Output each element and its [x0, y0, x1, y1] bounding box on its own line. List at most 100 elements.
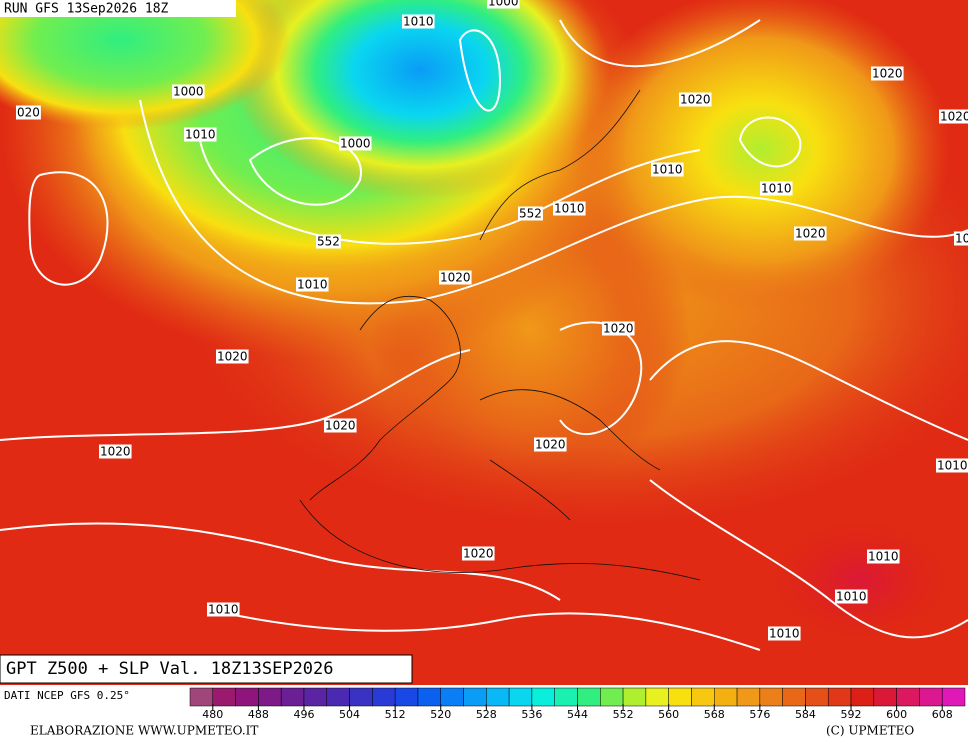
label-box — [402, 14, 435, 29]
colorbar-swatch — [303, 687, 328, 707]
colorbar-swatch — [417, 687, 441, 707]
isobar-label: 552 — [519, 207, 542, 221]
isobar-label: 1020 — [440, 271, 471, 285]
label-box — [936, 458, 968, 473]
isobar-label: 1010 — [297, 278, 328, 292]
isobar-label: 1020 — [603, 322, 634, 336]
label-box — [16, 105, 41, 120]
label-box — [518, 206, 543, 221]
label-box — [760, 181, 793, 196]
data-source: DATI NCEP GFS 0.25° — [4, 689, 130, 702]
colorbar-swatch — [645, 687, 669, 707]
map-title: GPT Z500 + SLP Val. 18Z13SEP2026 — [6, 659, 334, 679]
colorbar: 480 488 496 504 512 520 528 536 544 552 560 568 576 5… — [189, 687, 966, 721]
isobar-label: 1020 — [680, 93, 711, 107]
isobar-label: 1020 — [463, 547, 494, 561]
run-box — [0, 0, 236, 17]
colorbar-swatch — [258, 687, 282, 707]
isobar-label: 1010 — [769, 627, 800, 641]
isobar-label: 1010 — [403, 15, 434, 29]
colorbar-label: 496 — [293, 708, 314, 721]
colorbar-swatch — [212, 687, 236, 707]
colorbar-swatch — [280, 687, 305, 707]
isobar-label: 020 — [17, 106, 40, 120]
label-box — [939, 109, 968, 124]
isobar-label: 1010 — [185, 128, 216, 142]
colorbar-swatch — [235, 687, 259, 707]
label-box — [651, 162, 684, 177]
colorbar-swatch — [782, 687, 806, 707]
label-box — [207, 602, 240, 617]
colorbar-label: 560 — [658, 708, 679, 721]
colorbar-label: 608 — [932, 708, 953, 721]
colorbar-swatch — [394, 687, 419, 707]
colorbar-swatch — [440, 687, 464, 707]
label-box — [324, 418, 357, 433]
colorbar-swatch — [873, 687, 897, 707]
colorbar-label: 536 — [521, 708, 542, 721]
colorbar-label: 584 — [795, 708, 816, 721]
colorbar-swatch — [691, 687, 715, 707]
isobars — [0, 19, 968, 651]
colorbar-swatch — [805, 687, 829, 707]
isobar-label: 1020 — [100, 445, 131, 459]
colorbar-swatch — [463, 687, 487, 707]
label-box — [679, 92, 712, 107]
colorbar-swatch — [850, 687, 875, 707]
label-box — [794, 226, 827, 241]
colorbar-label: 512 — [385, 708, 406, 721]
colorbar-label: 568 — [704, 708, 725, 721]
colorbar-swatch — [486, 687, 510, 707]
colorbar-label: 520 — [430, 708, 451, 721]
isobar-label: 1020 — [940, 110, 968, 124]
isobar-label: 1010 — [761, 182, 792, 196]
colorbar-swatch — [508, 687, 533, 707]
run-label: RUN GFS 13Sep2026 18Z — [4, 2, 169, 17]
isobar-label: 1000 — [173, 85, 204, 99]
copyright: (C) UPMETEO — [826, 724, 914, 738]
colorbar-swatch — [622, 687, 647, 707]
colorbar-label: 576 — [749, 708, 770, 721]
colorbar-label: 488 — [248, 708, 269, 721]
isobar-label: 1020 — [325, 419, 356, 433]
label-box — [768, 626, 801, 641]
label-box — [835, 589, 868, 604]
title-box — [0, 654, 413, 684]
label-box — [602, 321, 635, 336]
colorbar-label: 480 — [202, 708, 223, 721]
label-box — [439, 270, 472, 285]
colorbar-label: 600 — [886, 708, 907, 721]
colorbar-swatch — [349, 687, 373, 707]
label-box — [534, 437, 567, 452]
label-box — [216, 349, 249, 364]
label-box — [553, 201, 586, 216]
label-box — [487, 0, 520, 9]
colorbar-swatch — [736, 687, 761, 707]
colorbar-swatch — [531, 687, 555, 707]
isobar-label: 1020 — [217, 350, 248, 364]
label-box — [99, 444, 132, 459]
label-box — [871, 66, 904, 81]
isobar-label: 1010 — [554, 202, 585, 216]
isobar-label: 1020 — [872, 67, 903, 81]
colorbar-swatch — [372, 687, 396, 707]
colorbar-label: 552 — [613, 708, 634, 721]
label-box — [172, 84, 205, 99]
colorbar-swatch — [326, 687, 350, 707]
colorbar-swatch — [759, 687, 783, 707]
label-box — [462, 546, 495, 561]
colorbar-swatch — [577, 687, 601, 707]
credit: ELABORAZIONE WWW.UPMETEO.IT — [30, 724, 258, 738]
isobar-label: 552 — [317, 235, 340, 249]
colorbar-label: 528 — [476, 708, 497, 721]
isobar-label: 1010 — [208, 603, 239, 617]
label-box — [184, 127, 217, 142]
map: 1000 1010 1000 1010 1000 020 552 552 101… — [0, 0, 968, 685]
colorbar-swatch — [714, 687, 738, 707]
label-box — [316, 234, 341, 249]
colorbar-label: 504 — [339, 708, 360, 721]
colorbar-swatch — [668, 687, 692, 707]
isobar-label: 1000 — [340, 137, 371, 151]
colorbar-swatch — [827, 687, 852, 707]
isobar-label: 1010 — [868, 550, 899, 564]
